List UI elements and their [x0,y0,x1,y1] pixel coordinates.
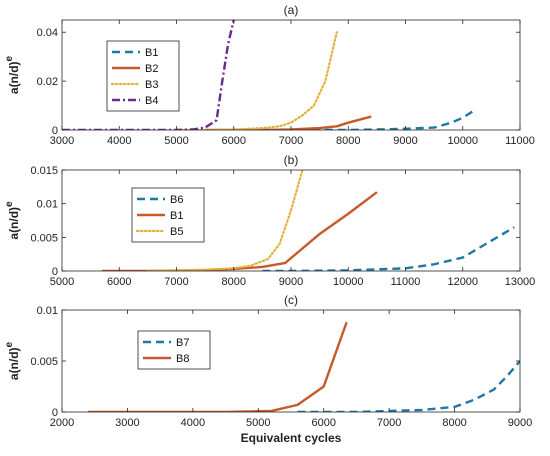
x-tick-label: 11000 [391,276,421,288]
x-tick-label: 7000 [377,417,401,429]
y-tick-label: 0.04 [37,27,58,39]
panel-title: (a) [284,3,299,17]
series-line-b1 [233,109,475,130]
chart-panel-2: (b) 5000 6000 7000 8000 9000 10000 11000 12000 13… [4,153,535,288]
x-tick-label: 8000 [222,276,246,288]
y-tick-label: 0.015 [30,165,58,177]
chart-panel-1: (a) 3000 4000 5000 6000 7000 8000 9000 10000 1100… [4,3,535,147]
legend: B6 B1 B5 [131,187,205,243]
y-tick-label: 0 [52,125,58,137]
y-tick-label: 0 [52,266,58,278]
legend-label-b3: B3 [145,79,158,91]
y-axis-label: a(n/d)e [4,55,21,94]
x-tick-label: 5000 [164,135,188,147]
series-line-b3 [175,31,338,130]
x-tick-label: 9000 [279,276,303,288]
legend-label-b6: B6 [170,194,183,206]
y-tick-label: 0.005 [30,356,58,368]
legend-label-b1: B1 [170,210,183,222]
series-line-b6 [262,226,515,271]
x-tick-label: 12000 [447,276,478,288]
x-tick-label: 3000 [115,417,139,429]
legend-label-b4: B4 [145,95,158,107]
x-tick-label: 8000 [336,135,360,147]
axes-frame [61,309,521,413]
legend-label-b7: B7 [176,337,189,349]
legend: B1 B2 B3 B4 [106,40,180,112]
legend-label-b2: B2 [145,63,158,75]
x-axis-label: Equivalent cycles [241,431,342,445]
x-tick-label: 4000 [181,417,205,429]
x-tick-label: 4000 [107,135,131,147]
x-tick-label: 5000 [246,417,270,429]
axes-frame [61,169,521,272]
x-tick-label: 6000 [107,276,131,288]
x-tick-label: 6000 [222,135,246,147]
y-tick-label: 0.02 [37,76,58,88]
y-axis-label: a(n/d)e [4,341,21,380]
y-axis-label: a(n/d)e [4,201,21,240]
y-tick-label: 0 [52,407,58,419]
x-tick-label: 7000 [279,135,303,147]
y-tick-label: 0.01 [37,199,58,211]
x-tick-label: 2000 [50,417,74,429]
x-tick-label: 11000 [505,135,535,147]
x-tick-label: 9000 [393,135,417,147]
x-tick-label: 9000 [508,417,532,429]
legend-label-b8: B8 [176,353,189,365]
panel-title: (c) [284,293,298,307]
legend-label-b1: B1 [145,47,158,59]
legend-label-b5: B5 [170,226,183,238]
y-tick-label: 0.01 [37,305,58,317]
panel-title: (b) [284,153,299,167]
x-tick-label: 10000 [333,276,364,288]
x-tick-label: 10000 [447,135,478,147]
y-tick-label: 0.005 [30,232,58,244]
x-tick-label: 13000 [505,276,536,288]
series-line-b5 [146,170,304,271]
x-tick-label: 8000 [442,417,466,429]
x-tick-label: 6000 [311,417,335,429]
series-line-b2 [205,115,372,130]
legend-box [137,330,211,370]
x-tick-label: 5000 [50,276,74,288]
chart-panel-3: (c) 2000 3000 4000 5000 6000 7000 8000 9000 0 0.00… [4,293,532,445]
series-line-b8 [88,321,348,412]
x-tick-label: 7000 [164,276,188,288]
x-tick-label: 3000 [50,135,74,147]
